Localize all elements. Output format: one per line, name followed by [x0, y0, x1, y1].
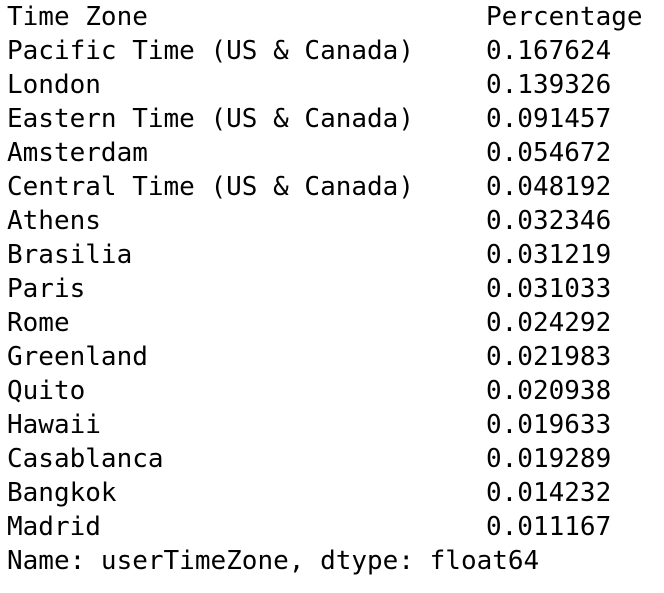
row-value: 0.021983 [486, 342, 612, 372]
table-row: Athens 0.032346 [7, 206, 657, 240]
column-header: Percentage [486, 2, 643, 32]
row-label: Central Time (US & Canada) [7, 172, 414, 202]
row-value: 0.019633 [486, 410, 612, 440]
row-label: Madrid [7, 512, 101, 542]
row-label: Athens [7, 206, 101, 236]
table-row: Eastern Time (US & Canada) 0.091457 [7, 104, 657, 138]
header-row: Time Zone Percentage [7, 2, 657, 36]
row-value: 0.019289 [486, 444, 612, 474]
series-footer: Name: userTimeZone, dtype: float64 [7, 546, 540, 576]
table-row: Bangkok 0.014232 [7, 478, 657, 512]
row-label: Casablanca [7, 444, 164, 474]
table-row: Casablanca 0.019289 [7, 444, 657, 478]
row-value: 0.048192 [486, 172, 612, 202]
row-value: 0.020938 [486, 376, 612, 406]
row-value: 0.167624 [486, 36, 612, 66]
row-value: 0.031033 [486, 274, 612, 304]
row-label: London [7, 70, 101, 100]
row-value: 0.024292 [486, 308, 612, 338]
table-row: Greenland 0.021983 [7, 342, 657, 376]
table-row: Pacific Time (US & Canada) 0.167624 [7, 36, 657, 70]
row-value: 0.091457 [486, 104, 612, 134]
table-row: Quito 0.020938 [7, 376, 657, 410]
row-label: Eastern Time (US & Canada) [7, 104, 414, 134]
row-label: Hawaii [7, 410, 101, 440]
table-row: Amsterdam 0.054672 [7, 138, 657, 172]
index-header: Time Zone [7, 2, 148, 32]
row-label: Greenland [7, 342, 148, 372]
row-label: Pacific Time (US & Canada) [7, 36, 414, 66]
row-label: Bangkok [7, 478, 117, 508]
row-label: Brasilia [7, 240, 133, 270]
row-value: 0.054672 [486, 138, 612, 168]
row-label: Rome [7, 308, 70, 338]
table-row: Paris 0.031033 [7, 274, 657, 308]
table-row: Hawaii 0.019633 [7, 410, 657, 444]
table-row: Brasilia 0.031219 [7, 240, 657, 274]
row-value: 0.032346 [486, 206, 612, 236]
table-row: Madrid 0.011167 [7, 512, 657, 546]
row-label: Paris [7, 274, 86, 304]
row-label: Quito [7, 376, 86, 406]
row-label: Amsterdam [7, 138, 148, 168]
row-value: 0.139326 [486, 70, 612, 100]
row-value: 0.011167 [486, 512, 612, 542]
table-row: London 0.139326 [7, 70, 657, 104]
series-output: Time Zone Percentage Pacific Time (US & … [7, 2, 657, 580]
table-row: Rome 0.024292 [7, 308, 657, 342]
row-value: 0.031219 [486, 240, 612, 270]
row-value: 0.014232 [486, 478, 612, 508]
table-row: Central Time (US & Canada) 0.048192 [7, 172, 657, 206]
